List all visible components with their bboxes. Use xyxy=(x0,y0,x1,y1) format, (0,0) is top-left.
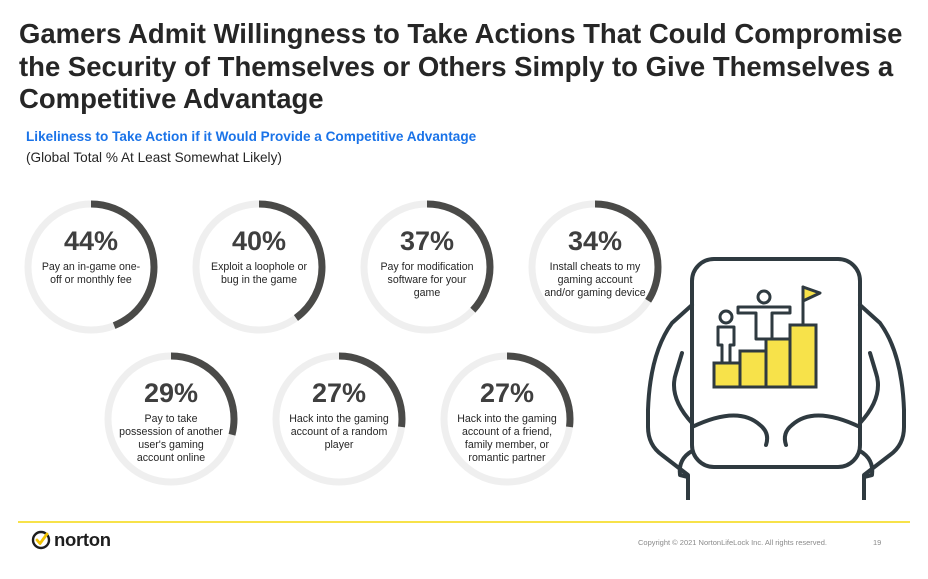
donut-chart: 40% Exploit a loophole or bug in the gam… xyxy=(189,197,329,337)
person-icon xyxy=(756,289,772,305)
left-finger-curl xyxy=(690,413,770,447)
donut-ring xyxy=(192,200,326,334)
hands-holding-phone-illustration xyxy=(646,257,906,500)
brand-name: norton xyxy=(54,529,111,550)
action-label: Install cheats to my gaming account and/… xyxy=(544,261,646,299)
percentage-label: 40% xyxy=(231,226,287,256)
person-icon xyxy=(718,309,734,325)
donut-value-arc xyxy=(104,352,238,486)
donut-ring xyxy=(440,352,574,486)
donut-ring xyxy=(104,352,238,486)
podium-bar xyxy=(712,361,744,389)
flag-icon xyxy=(801,285,822,303)
donut-ring xyxy=(272,352,406,486)
percentage-label: 27% xyxy=(479,378,535,408)
percentage-label: 44% xyxy=(63,226,119,256)
donut-value-arc xyxy=(360,200,494,334)
donut-value-arc xyxy=(440,352,574,486)
right-finger-curl xyxy=(782,413,862,447)
checkmark-icon xyxy=(31,530,51,550)
action-label: Pay to take possession of another user's… xyxy=(119,413,223,464)
donut-value-arc xyxy=(24,200,158,334)
donut-ring xyxy=(24,200,158,334)
donut-value-arc xyxy=(272,352,406,486)
left-thumb xyxy=(672,351,694,425)
action-label: Hack into the gaming account of a friend… xyxy=(457,413,557,464)
donut-chart: 44% Pay an in-game one-off or monthly fe… xyxy=(21,197,161,337)
donut-value-arc xyxy=(192,200,326,334)
right-hand xyxy=(858,303,906,500)
page-number: 19 xyxy=(873,538,882,547)
percentage-label: 37% xyxy=(399,226,455,256)
action-label: Pay an in-game one-off or monthly fee xyxy=(41,261,141,286)
podium-bar xyxy=(738,349,770,389)
action-label: Exploit a loophole or bug in the game xyxy=(211,261,307,286)
donut-chart: 27% Hack into the gaming account of a ra… xyxy=(269,349,409,489)
chart-subtitle: Likeliness to Take Action if it Would Pr… xyxy=(26,129,477,144)
person-body xyxy=(716,325,736,365)
donut-ring xyxy=(360,200,494,334)
phone-outline xyxy=(690,257,862,469)
percentage-label: 34% xyxy=(567,226,623,256)
right-thumb xyxy=(858,351,880,425)
percentage-label: 27% xyxy=(311,378,367,408)
slide-title: Gamers Admit Willingness to Take Actions… xyxy=(19,18,903,114)
donut-chart: 29% Pay to take possession of another us… xyxy=(101,349,241,489)
donut-chart: 37% Pay for modification software for yo… xyxy=(357,197,497,337)
left-finger xyxy=(677,449,694,479)
podium-bar xyxy=(764,337,794,389)
chart-note: (Global Total % At Least Somewhat Likely… xyxy=(26,150,282,165)
percentage-label: 29% xyxy=(143,378,199,408)
podium-bar xyxy=(788,323,818,389)
donut-value-arc xyxy=(528,200,662,334)
norton-logo: norton xyxy=(31,528,111,552)
donut-chart: 27% Hack into the gaming account of a fr… xyxy=(437,349,577,489)
left-hand xyxy=(646,303,694,500)
right-finger xyxy=(858,449,875,479)
action-label: Pay for modification software for your g… xyxy=(380,261,474,299)
donut-chart: 34% Install cheats to my gaming account … xyxy=(525,197,665,337)
copyright-text: Copyright © 2021 NortonLifeLock Inc. All… xyxy=(638,538,827,547)
action-label: Hack into the gaming account of a random… xyxy=(289,413,389,451)
person-body xyxy=(736,305,792,341)
footer-divider xyxy=(18,521,910,523)
donut-ring xyxy=(528,200,662,334)
